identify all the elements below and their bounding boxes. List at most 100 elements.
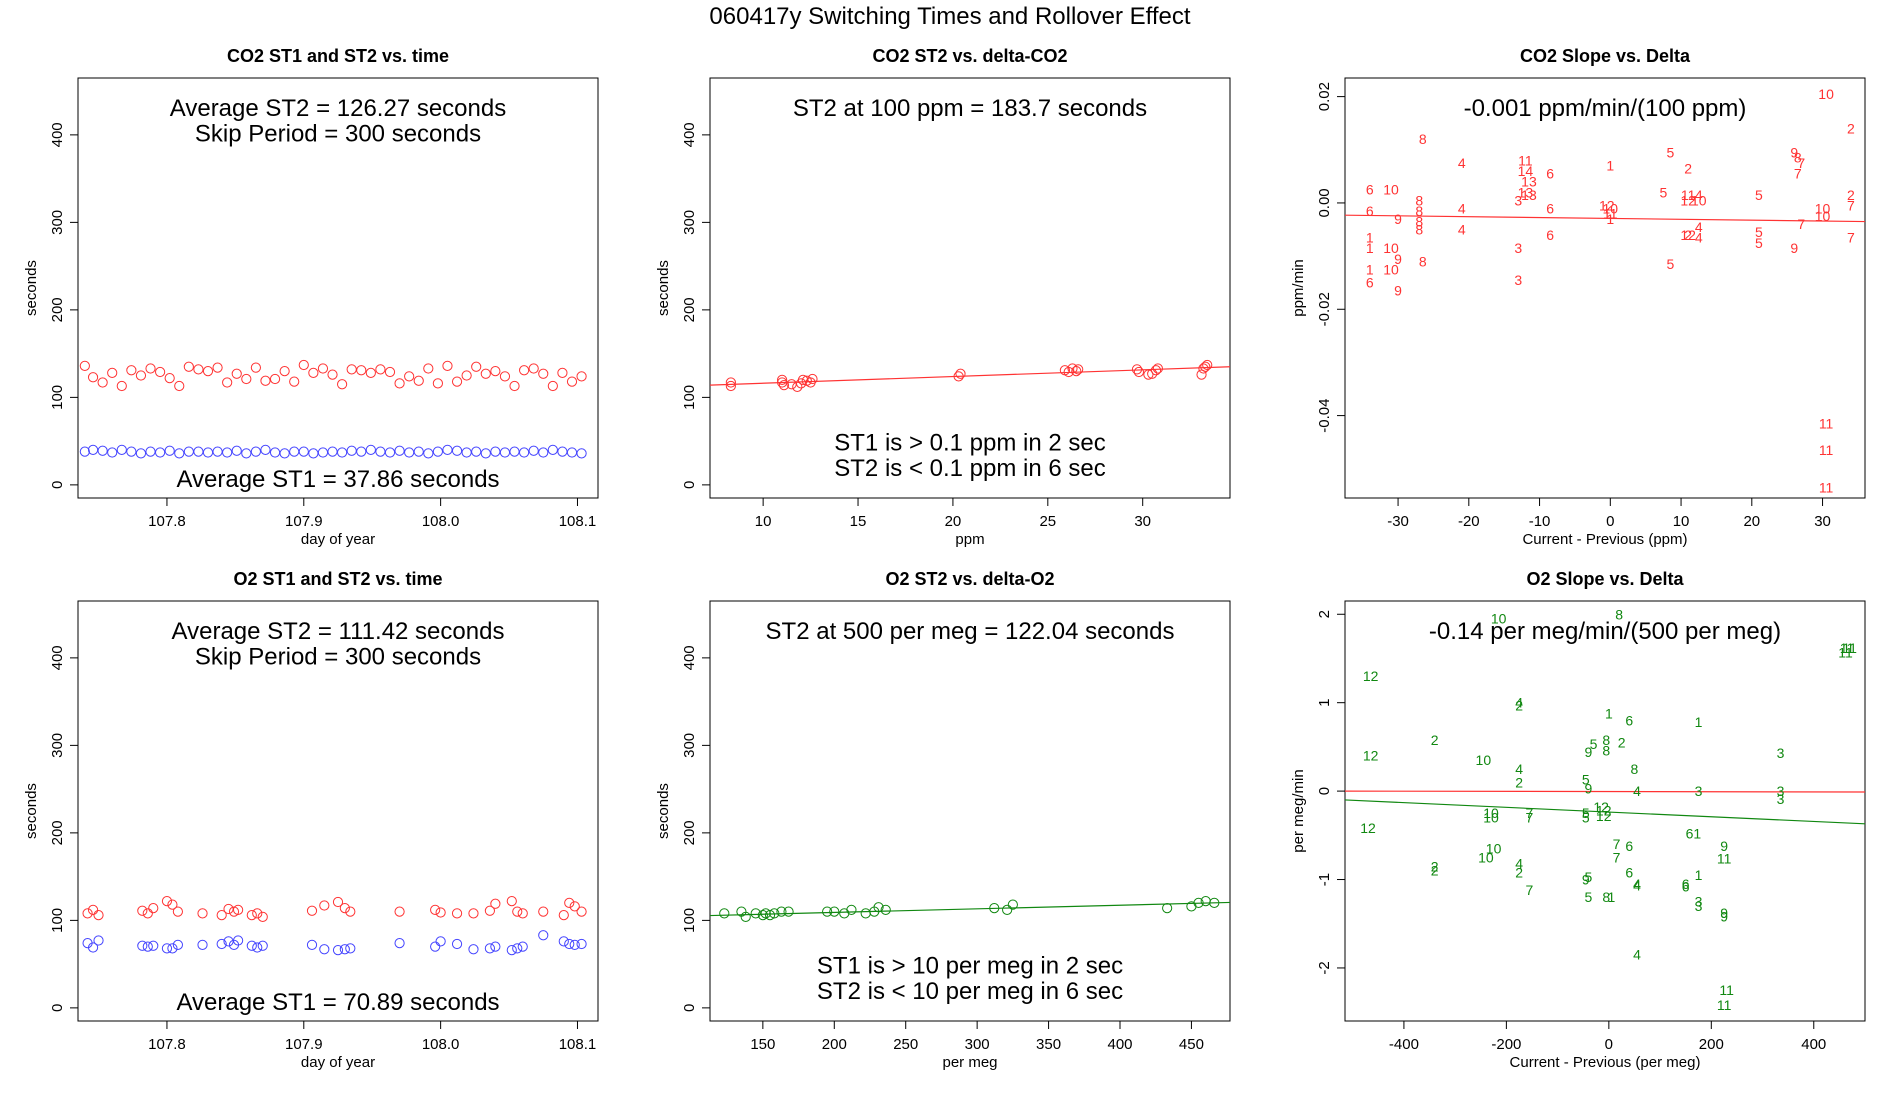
y-tick-label: 100 — [681, 385, 698, 410]
data-point — [345, 906, 356, 917]
x-tick-label: 200 — [1699, 1036, 1724, 1053]
data-point — [87, 942, 99, 953]
data-point-label: 6 — [1546, 166, 1554, 182]
data-point — [289, 376, 300, 387]
y-tick-label: 300 — [49, 210, 66, 235]
data-point-label: 12 — [1680, 227, 1696, 243]
data-point-label: 11 — [1603, 206, 1618, 222]
chart-panel-o2-slope: O2 Slope vs. Delta -400 -200 0 200 400 Current… — [1290, 569, 1866, 1071]
data-point — [1162, 903, 1173, 914]
x-tick-label: 30 — [1814, 513, 1831, 530]
y-tick-label: 100 — [49, 385, 66, 410]
data-point-label: 6 — [1366, 182, 1374, 198]
y-tick-label: 0 — [49, 481, 66, 489]
data-point — [317, 447, 329, 458]
data-point — [241, 448, 252, 459]
chart-annotation: ST2 at 500 per meg = 122.04 seconds — [766, 618, 1175, 645]
x-tick-label: 107.9 — [285, 513, 323, 530]
y-tick-label: 0 — [49, 1004, 66, 1012]
data-point-label: 11 — [1840, 640, 1855, 656]
data-point — [172, 939, 183, 950]
data-point-label: 2 — [1431, 858, 1439, 874]
data-point-label: 3 — [1777, 791, 1785, 807]
data-point-label: 5 — [1582, 772, 1590, 788]
data-point — [873, 902, 884, 913]
data-point — [499, 371, 511, 382]
data-point-label: 8 — [1631, 761, 1639, 777]
data-point — [576, 906, 587, 917]
data-point — [87, 904, 99, 915]
data-point-label: 12 — [1363, 748, 1379, 764]
data-point-label: 7 — [1847, 198, 1855, 214]
data-point-label: 3 — [1695, 894, 1703, 910]
data-point — [337, 447, 348, 458]
chart-title: O2 ST2 vs. delta-O2 — [885, 569, 1054, 589]
data-point — [512, 906, 523, 917]
chart-annotation: Skip Period = 300 seconds — [195, 643, 481, 670]
data-point-label: 3 — [1695, 783, 1703, 799]
data-point — [82, 908, 93, 919]
data-point — [468, 908, 479, 919]
chart-title: CO2 ST2 vs. delta-CO2 — [872, 46, 1067, 66]
data-point-label: 4 — [1695, 219, 1703, 235]
data-point — [93, 935, 104, 946]
chart-annotation: ST2 at 100 ppm = 183.7 seconds — [793, 95, 1147, 122]
chart-title: O2 ST1 and ST2 vs. time — [233, 569, 442, 589]
data-point-label: 7 — [1847, 229, 1855, 245]
chart-annotation: Average ST1 = 37.86 seconds — [176, 466, 499, 493]
data-point — [257, 940, 268, 951]
data-point — [490, 446, 501, 457]
chart-annotation: ST2 is < 0.1 ppm in 6 sec — [834, 455, 1105, 482]
page-title: 060417y Switching Times and Rollover Eff… — [709, 3, 1190, 30]
data-point-label: 6 — [1682, 876, 1690, 892]
data-point-label: 2 — [1618, 734, 1626, 750]
data-point-label: 12 — [1363, 668, 1379, 684]
data-point-label: 10 — [1478, 849, 1494, 865]
data-point — [1131, 364, 1143, 375]
data-point-label: 12 — [1360, 820, 1376, 836]
data-point — [97, 445, 108, 456]
data-point-label: 8 — [1794, 150, 1802, 166]
data-point — [829, 906, 840, 917]
data-point — [442, 444, 453, 455]
data-point — [298, 359, 309, 371]
data-point — [413, 446, 424, 457]
data-point-label: 1 — [1366, 229, 1374, 245]
data-point-label: 11 — [1819, 416, 1834, 432]
data-point — [435, 907, 446, 918]
data-point-label: 4 — [1633, 876, 1641, 892]
data-point — [528, 445, 539, 456]
x-tick-label: -400 — [1389, 1036, 1419, 1053]
x-tick-label: 300 — [965, 1036, 990, 1053]
y-tick-label: 0.00 — [1316, 188, 1333, 217]
data-point-label: 1 — [1606, 158, 1614, 174]
data-point-label: 9 — [1720, 905, 1728, 921]
data-point — [394, 378, 405, 389]
data-point-label: 11 — [1838, 644, 1853, 660]
y-tick-label: 0 — [681, 1004, 698, 1012]
data-point — [279, 366, 290, 377]
data-point — [564, 938, 575, 950]
data-point — [174, 448, 185, 459]
x-tick-label: -200 — [1491, 1036, 1521, 1053]
x-tick-label: 250 — [893, 1036, 918, 1053]
data-point — [490, 366, 501, 377]
data-point — [202, 366, 214, 377]
data-point — [87, 372, 99, 383]
data-point — [1200, 361, 1211, 372]
data-point — [257, 911, 268, 922]
data-point — [461, 447, 472, 458]
chart-annotation: ST1 is > 10 per meg in 2 sec — [817, 953, 1123, 980]
data-point — [484, 905, 495, 916]
data-point — [246, 940, 257, 951]
data-point-label: 13 — [1521, 174, 1537, 190]
data-point-label: 9 — [1790, 240, 1798, 256]
y-tick-label: 100 — [49, 908, 66, 933]
data-point-label: 3 — [1514, 240, 1522, 256]
data-point-label: 10 — [1818, 86, 1834, 102]
data-point-label: 7 — [1526, 882, 1534, 898]
data-point-label: 9 — [1394, 283, 1402, 299]
data-point — [252, 908, 263, 919]
data-point — [484, 943, 495, 954]
data-point-label: 8 — [1602, 732, 1610, 748]
